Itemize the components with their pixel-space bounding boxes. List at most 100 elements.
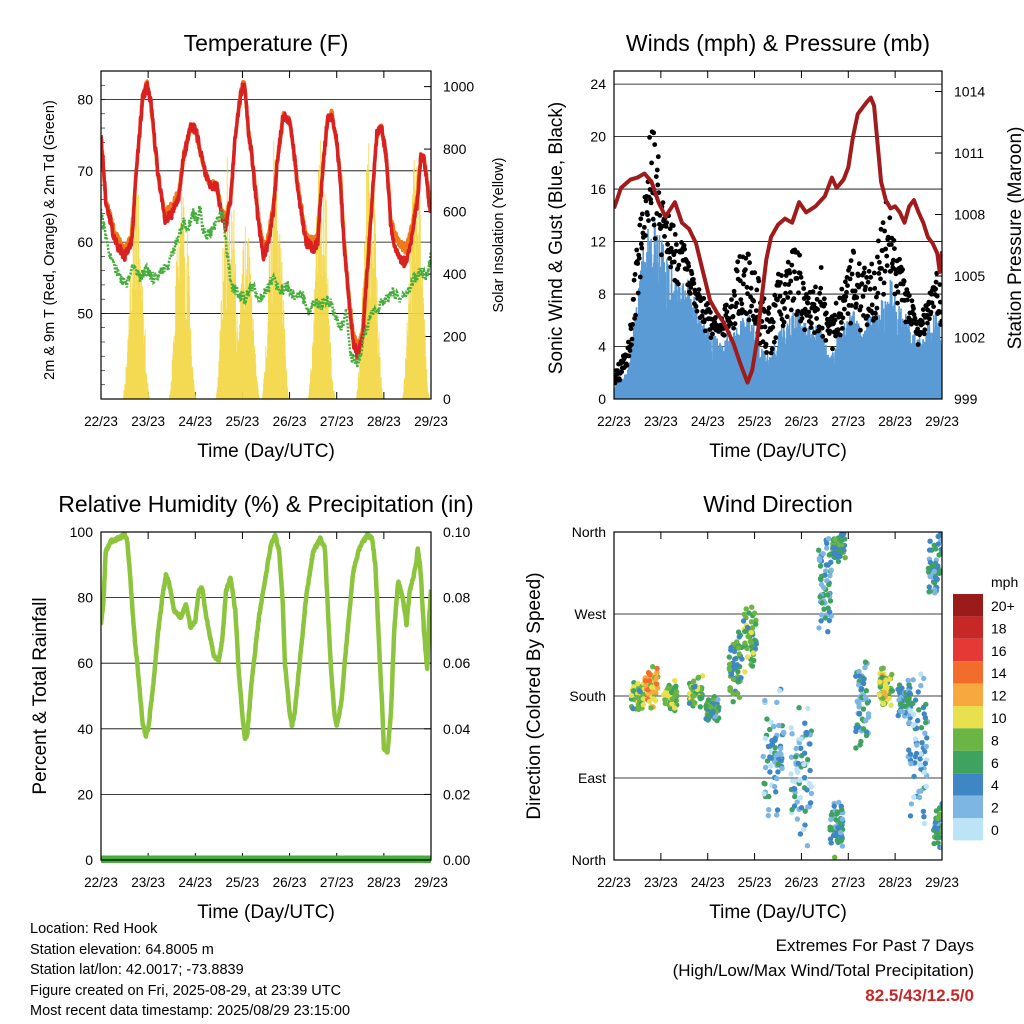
gust-point <box>832 312 837 318</box>
direction-point <box>745 625 751 631</box>
direction-point <box>765 812 771 819</box>
direction-point <box>935 815 941 822</box>
gust-point <box>824 310 829 316</box>
direction-point <box>942 820 947 825</box>
direction-point <box>805 756 811 763</box>
gust-point <box>772 292 778 298</box>
direction-point <box>666 685 672 691</box>
direction-point <box>630 688 637 694</box>
gust-point <box>746 317 752 323</box>
direction-point <box>760 753 766 760</box>
solar-insolation-series <box>122 140 431 399</box>
gust-point <box>756 278 762 284</box>
gust-point <box>875 290 881 296</box>
gust-point <box>882 228 887 234</box>
direction-point <box>910 722 916 728</box>
colorbar-label: 16 <box>991 643 1007 659</box>
gust-point <box>673 248 679 254</box>
gust-point <box>814 296 820 302</box>
direction-point <box>863 732 870 739</box>
direction-point <box>802 822 808 828</box>
y2-axis-label: Solar Insolation (Yellow) <box>491 157 507 312</box>
direction-point <box>797 831 804 837</box>
direction-point <box>746 610 752 616</box>
gust-point <box>805 300 811 306</box>
x-axis-label: Time (Day/UTC) <box>709 902 847 923</box>
direction-point <box>864 700 871 706</box>
direction-point <box>775 761 781 767</box>
direction-point <box>920 704 927 711</box>
direction-point <box>824 545 830 551</box>
direction-point <box>889 671 895 678</box>
gust-point <box>809 320 814 326</box>
direction-point <box>654 681 660 687</box>
direction-point <box>655 685 661 691</box>
direction-point <box>640 696 647 702</box>
direction-point <box>774 775 780 782</box>
gust-point <box>647 187 653 192</box>
direction-point <box>794 816 801 822</box>
plot-frame <box>613 531 943 861</box>
gust-point <box>666 249 672 255</box>
gust-point <box>734 268 740 274</box>
gust-point <box>631 296 636 302</box>
x-tick-label: 25/23 <box>738 414 772 429</box>
gust-point <box>730 314 736 319</box>
gust-point <box>682 246 687 252</box>
direction-point <box>862 664 868 671</box>
gust-point <box>785 295 791 300</box>
direction-point <box>895 712 901 719</box>
direction-point <box>764 758 771 764</box>
direction-point <box>818 573 825 579</box>
gust-point <box>750 313 756 319</box>
direction-point <box>788 771 794 777</box>
gust-point <box>874 294 879 300</box>
direction-point <box>801 774 808 781</box>
direction-point <box>766 807 772 813</box>
direction-point <box>863 717 869 724</box>
direction-point <box>669 696 675 702</box>
direction-point <box>686 700 693 706</box>
direction-point <box>828 559 834 565</box>
direction-point <box>826 581 832 588</box>
gust-point <box>894 283 899 289</box>
direction-point <box>836 542 843 548</box>
y-tick-label: 16 <box>590 181 606 197</box>
temperature-plot-area <box>101 79 431 399</box>
direction-point <box>648 705 654 711</box>
direction-point <box>798 745 804 751</box>
direction-point <box>816 625 822 631</box>
colorbar-swatch <box>953 616 983 639</box>
gust-point <box>795 308 801 314</box>
gust-point <box>702 317 708 323</box>
direction-point <box>788 725 794 731</box>
direction-point <box>915 689 921 695</box>
direction-point <box>801 750 808 756</box>
gust-point <box>743 255 749 261</box>
direction-point <box>931 562 937 568</box>
gust-point <box>861 270 867 276</box>
gust-point <box>842 297 848 303</box>
gust-point <box>866 268 872 274</box>
gust-point <box>934 293 940 299</box>
y-tick-label: 80 <box>77 92 93 108</box>
y2-tick-label: 0.06 <box>443 655 470 671</box>
direction-point <box>768 763 774 769</box>
direction-point <box>807 800 814 806</box>
direction-point <box>794 799 800 805</box>
colorbar-swatch <box>953 728 983 751</box>
gust-point <box>877 259 882 265</box>
gust-point <box>787 270 793 276</box>
direction-point <box>735 669 741 675</box>
y-tick-label: 0 <box>598 391 606 407</box>
gust-point <box>735 259 741 265</box>
direction-point <box>902 703 908 709</box>
direction-point <box>730 699 736 705</box>
direction-point <box>907 708 913 714</box>
gust-point <box>773 335 779 341</box>
gust-point <box>752 270 758 276</box>
gust-point <box>937 282 942 287</box>
dewpoint-series <box>101 205 431 368</box>
gust-point <box>835 327 841 333</box>
direction-point <box>888 687 895 694</box>
